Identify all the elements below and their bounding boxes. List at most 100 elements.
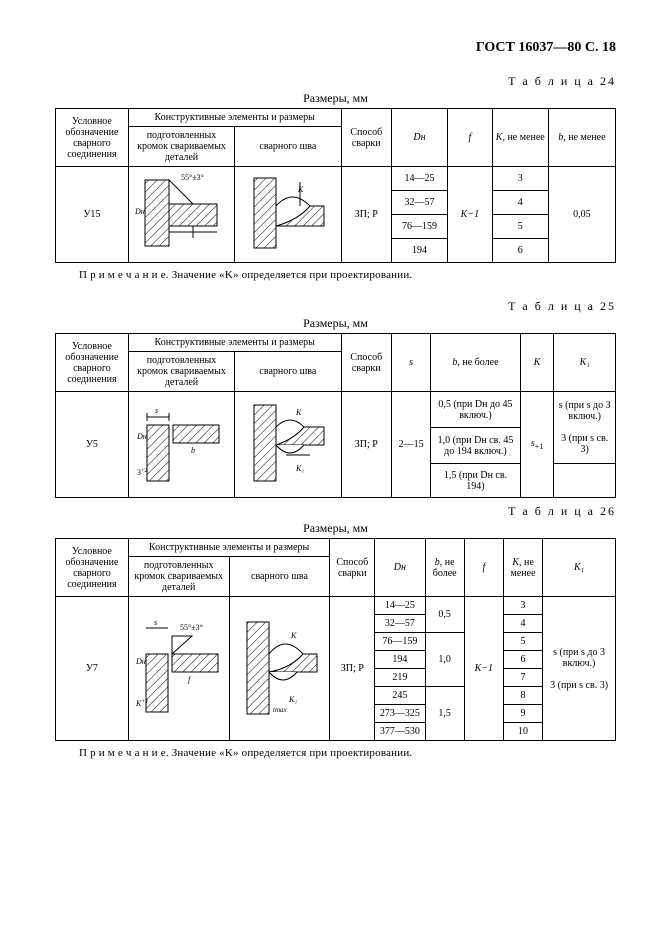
t25-k: s+1 bbox=[520, 392, 554, 498]
t24-r1-d: 32—57 bbox=[391, 191, 447, 215]
table24-label: Т а б л и ц а 24 bbox=[55, 74, 616, 89]
t26-h-c4: Dн bbox=[375, 539, 425, 597]
t25-h-subA: подготовленных кромок свариваемых детале… bbox=[128, 352, 234, 392]
svg-text:55°±3°: 55°±3° bbox=[181, 173, 204, 182]
t24-r2-d: 76—159 bbox=[391, 215, 447, 239]
t26-r6-d: 273—325 bbox=[375, 705, 425, 723]
t24-b: 0,05 bbox=[548, 167, 615, 263]
t26-r0-d: 14—25 bbox=[375, 597, 425, 615]
t24-h-c3: Способ сварки bbox=[341, 109, 391, 167]
t25-diagA: s Dн b 3+2 bbox=[128, 392, 234, 498]
t26-h-c5: b, не более bbox=[425, 539, 464, 597]
svg-text:Dн: Dн bbox=[134, 207, 145, 216]
t26-r7-k: 10 bbox=[503, 723, 542, 741]
table25-label: Т а б л и ц а 25 bbox=[55, 299, 616, 314]
weld-seam-diagram-icon: K bbox=[240, 170, 336, 256]
t26-r7-d: 377—530 bbox=[375, 723, 425, 741]
t25-h-c5: b, не более bbox=[431, 334, 521, 392]
t24-h-c6: K, не менее bbox=[492, 109, 548, 167]
t24-diagA: 55°±3° Dн bbox=[128, 167, 234, 263]
t24-h-col1: Условное обозначение сварного соединения bbox=[56, 109, 129, 167]
svg-text:K₁: K₁ bbox=[288, 695, 297, 704]
t25-method: ЗП; Р bbox=[341, 392, 391, 498]
t24-diagB: K bbox=[235, 167, 341, 263]
t24-h-c7: b, не менее bbox=[548, 109, 615, 167]
t26-k1: s (при s до 3 включ.) 3 (при s св. 3) bbox=[543, 597, 616, 741]
weld-prep-diagram-icon: s 55°±3° Dн f K+1 bbox=[132, 612, 228, 722]
t24-h-subB: сварного шва bbox=[235, 127, 341, 167]
t25-k1: s (при s до 3 включ.) 3 (при s св. 3) bbox=[554, 392, 616, 464]
table26-caption: Размеры, мм bbox=[55, 521, 616, 536]
t24-r0-k: 3 bbox=[492, 167, 548, 191]
t24-h-c5: f bbox=[447, 109, 492, 167]
t25-h-c4: s bbox=[391, 334, 430, 392]
t26-r2-d: 76—159 bbox=[375, 633, 425, 651]
table24-caption: Размеры, мм bbox=[55, 91, 616, 106]
page-header: ГОСТ 16037—80 С. 18 bbox=[55, 40, 616, 56]
svg-text:K: K bbox=[290, 631, 297, 640]
t25-h-col1: Условное обозначение сварного соединения bbox=[56, 334, 129, 392]
t24-method: ЗП; Р bbox=[341, 167, 391, 263]
t26-h-c3: Способ сварки bbox=[330, 539, 375, 597]
table26: Условное обозначение сварного соединения… bbox=[55, 538, 616, 741]
t25-name: У5 bbox=[56, 392, 129, 498]
t26-r1-k: 4 bbox=[503, 615, 542, 633]
table25-caption: Размеры, мм bbox=[55, 316, 616, 331]
t26-diagB: K K₁ tmax bbox=[229, 597, 330, 741]
t26-method: ЗП; Р bbox=[330, 597, 375, 741]
t25-h-subB: сварного шва bbox=[235, 352, 341, 392]
t26-b2: 1,0 bbox=[425, 633, 464, 687]
t24-name: У15 bbox=[56, 167, 129, 263]
svg-text:f: f bbox=[188, 675, 192, 684]
t26-r4-k: 7 bbox=[503, 669, 542, 687]
t26-r1-d: 32—57 bbox=[375, 615, 425, 633]
t26-r5-k: 8 bbox=[503, 687, 542, 705]
t26-h-c6: f bbox=[464, 539, 503, 597]
weld-seam-diagram-icon: K K₁ bbox=[240, 395, 336, 491]
t26-h-c7: K, не менее bbox=[503, 539, 542, 597]
t26-h-grp: Конструктивные элементы и размеры bbox=[128, 539, 330, 557]
t24-h-c4: Dн bbox=[391, 109, 447, 167]
svg-text:K: K bbox=[295, 408, 302, 417]
table24: Условное обозначение сварного соединения… bbox=[55, 108, 616, 263]
t26-b0: 0,5 bbox=[425, 597, 464, 633]
t24-r3-k: 6 bbox=[492, 239, 548, 263]
t26-r0-k: 3 bbox=[503, 597, 542, 615]
t25-s: 2—15 bbox=[391, 392, 430, 498]
table25: Условное обозначение сварного соединения… bbox=[55, 333, 616, 498]
t26-r5-d: 245 bbox=[375, 687, 425, 705]
t25-r1-b: 1,0 (при Dн св. 45 до 194 включ.) bbox=[431, 428, 521, 464]
svg-text:55°±3°: 55°±3° bbox=[180, 623, 203, 632]
weld-prep-diagram-icon: 55°±3° Dн bbox=[133, 170, 229, 256]
t26-f: K−1 bbox=[464, 597, 503, 741]
t25-diagB: K K₁ bbox=[235, 392, 341, 498]
t24-r3-d: 194 bbox=[391, 239, 447, 263]
svg-text:s: s bbox=[154, 618, 157, 627]
table24-note: П р и м е ч а н и е. Значение «K» опреде… bbox=[79, 269, 616, 281]
t26-h-subB: сварного шва bbox=[229, 557, 330, 597]
t25-r2-b: 1,5 (при Dн св. 194) bbox=[431, 464, 521, 498]
svg-text:3+2: 3+2 bbox=[137, 468, 147, 477]
t24-r1-k: 4 bbox=[492, 191, 548, 215]
t26-r3-k: 6 bbox=[503, 651, 542, 669]
t24-r0-d: 14—25 bbox=[391, 167, 447, 191]
t26-r4-d: 219 bbox=[375, 669, 425, 687]
t24-r2-k: 5 bbox=[492, 215, 548, 239]
t26-h-c8: K₁ bbox=[543, 539, 616, 597]
t26-b5: 1,5 bbox=[425, 687, 464, 741]
t26-name: У7 bbox=[56, 597, 129, 741]
t25-r0-b: 0,5 (при Dн до 45 включ.) bbox=[431, 392, 521, 428]
svg-text:Dн: Dн bbox=[136, 432, 147, 441]
svg-text:tmax: tmax bbox=[273, 706, 288, 714]
table26-label: Т а б л и ц а 26 bbox=[55, 504, 616, 519]
table26-note: П р и м е ч а н и е. Значение «K» опреде… bbox=[79, 747, 616, 759]
weld-prep-diagram-icon: s Dн b 3+2 bbox=[133, 395, 229, 491]
t26-h-subA: подготовленных кромок свариваемых детале… bbox=[128, 557, 229, 597]
t26-r3-d: 194 bbox=[375, 651, 425, 669]
svg-text:K₁: K₁ bbox=[295, 464, 304, 473]
t24-f: K−1 bbox=[447, 167, 492, 263]
t26-diagA: s 55°±3° Dн f K+1 bbox=[128, 597, 229, 741]
t26-r6-k: 9 bbox=[503, 705, 542, 723]
svg-text:s: s bbox=[155, 406, 158, 415]
weld-seam-diagram-icon: K K₁ tmax bbox=[233, 612, 329, 722]
